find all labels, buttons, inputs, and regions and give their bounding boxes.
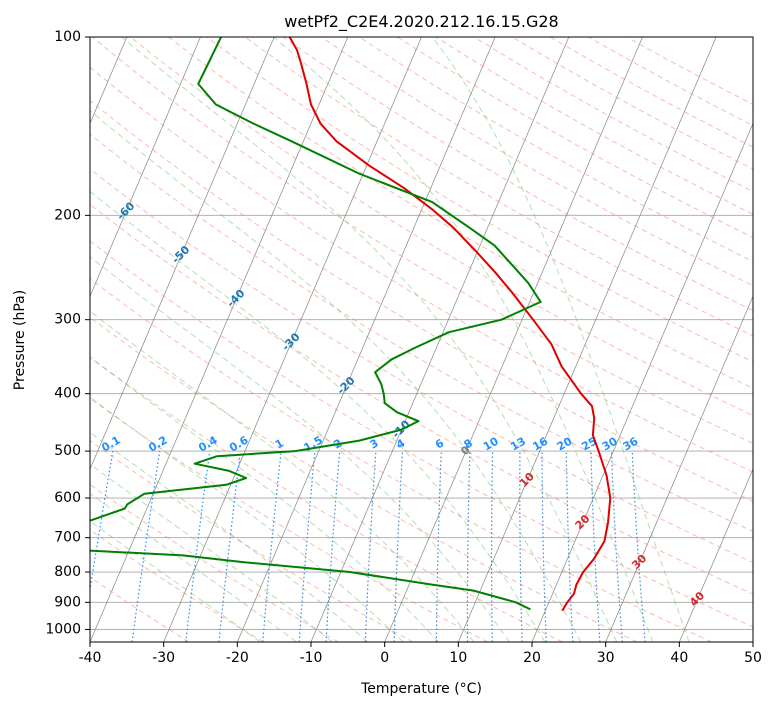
- isotherm-label: -40: [224, 287, 247, 310]
- dry-adiabat: [168, 37, 753, 389]
- mixing-ratio-line: [364, 451, 377, 642]
- isotherm-line: [90, 37, 349, 642]
- isotherm-line: [163, 37, 422, 642]
- isotherm-label: -70: [59, 156, 82, 179]
- mixing-ratio-line: [435, 451, 442, 642]
- mixing-ratio-line: [631, 451, 646, 642]
- mixing-ratio-line: [298, 451, 316, 642]
- mixing-ratio-line: [466, 451, 471, 642]
- moist-adiabat: [90, 356, 439, 642]
- mixing-ratio-line: [218, 451, 242, 642]
- mixing-ratio-line: [185, 451, 211, 642]
- dry-adiabat: [90, 168, 753, 563]
- dry-adiabat: [90, 483, 339, 642]
- profile-series: [90, 37, 612, 612]
- moist-adiabat: [90, 190, 546, 642]
- isotherm-line: [605, 295, 753, 642]
- x-tick-label: -40: [79, 650, 102, 666]
- dry-adiabat: [90, 397, 488, 642]
- dry-adiabat: [90, 440, 414, 642]
- dry-adiabat: [511, 37, 753, 170]
- moist-adiabat: [90, 256, 510, 642]
- isotherm-line: [384, 37, 643, 642]
- isotherm-line: [90, 37, 201, 298]
- dry-adiabat: [435, 37, 753, 215]
- x-tick-label: 40: [670, 650, 688, 666]
- mixing-ratio-line: [590, 451, 601, 642]
- dry-adiabat: [90, 203, 753, 595]
- dry-adiabat: [90, 356, 563, 642]
- moist-adiabat: [431, 37, 690, 642]
- moist-adiabat: [90, 431, 369, 642]
- isotherm-line: [90, 37, 275, 471]
- isotherm-line: [458, 37, 717, 642]
- y-tick-label: 300: [54, 312, 81, 328]
- isotherm-label: -60: [114, 199, 137, 222]
- moist-adiabat: [90, 520, 261, 642]
- x-axis-title: Temperature (°C): [360, 681, 482, 697]
- x-tick-label: 10: [449, 650, 467, 666]
- y-tick-label: 200: [54, 207, 81, 223]
- dry-adiabat: [359, 37, 753, 263]
- moist-adiabat: [90, 396, 404, 642]
- y-tick-label: 900: [54, 594, 81, 610]
- dry-adiabat: [90, 240, 753, 628]
- x-tick-label: 0: [380, 650, 389, 666]
- isotherm-line: [531, 122, 753, 642]
- x-tick-label: 20: [523, 650, 541, 666]
- dry-adiabat: [90, 133, 753, 533]
- mixing-ratio-line: [90, 450, 114, 594]
- x-tick-label: -10: [300, 650, 323, 666]
- dry-adiabat: [206, 37, 753, 363]
- chart-title: wetPf2_C2E4.2020.212.16.15.G28: [284, 12, 558, 32]
- isotherm-label: -80: [4, 112, 27, 135]
- isotherm-line: [679, 468, 753, 642]
- isotherm-label: -30: [279, 330, 302, 353]
- temperature-profile-line: [288, 37, 612, 612]
- plot-frame: [89, 36, 754, 643]
- dry-adiabat: [90, 66, 753, 473]
- x-tick-label: 50: [744, 650, 762, 666]
- dry-adiabat: [282, 37, 753, 312]
- y-tick-label: 700: [54, 530, 81, 546]
- line-labels: 0.10.20.40.611.52346810131620253036-100-…: [4, 112, 707, 609]
- mixing-ratio-line: [610, 451, 623, 642]
- dry-adiabat: [90, 529, 264, 642]
- mixing-ratio-line: [262, 451, 282, 642]
- moist-adiabat: [90, 463, 333, 642]
- y-axis-title: Pressure (hPa): [12, 290, 28, 390]
- axes: -40 -30 -20 -10 0 10 20 30 40 50 1000 900 800 700 600 5…: [45, 29, 762, 666]
- background-lines: [90, 37, 753, 642]
- isotherm-line: [752, 641, 753, 642]
- mixing-ratio-line: [565, 451, 574, 642]
- isotherm-label: 20: [573, 512, 593, 532]
- dewpoint-profile-line: [90, 37, 542, 611]
- isotherm-label: -50: [169, 243, 192, 266]
- x-tick-label: -30: [152, 650, 175, 666]
- y-tick-label: 600: [54, 490, 81, 506]
- isotherm-label: 40: [687, 589, 707, 609]
- mixing-ratio-label: 1: [273, 437, 286, 452]
- isotherm-line: [237, 37, 496, 642]
- isotherm-label: 30: [629, 552, 649, 572]
- dry-adiabat: [588, 37, 753, 127]
- y-tick-label: 400: [54, 386, 81, 402]
- x-tick-label: -20: [226, 650, 249, 666]
- dry-adiabat: [130, 37, 753, 417]
- x-tick-label: 30: [597, 650, 615, 666]
- moist-adiabat: [90, 493, 297, 642]
- y-tick-label: 800: [54, 564, 81, 580]
- mixing-ratio-line: [131, 451, 161, 642]
- moist-adiabat: [273, 37, 654, 642]
- y-tick-label: 500: [54, 443, 81, 459]
- y-tick-label: 1000: [45, 621, 81, 637]
- moist-adiabat: [90, 310, 475, 642]
- y-tick-label: 100: [54, 29, 81, 45]
- mixing-ratio-line: [490, 451, 494, 642]
- moist-adiabat: [121, 37, 618, 642]
